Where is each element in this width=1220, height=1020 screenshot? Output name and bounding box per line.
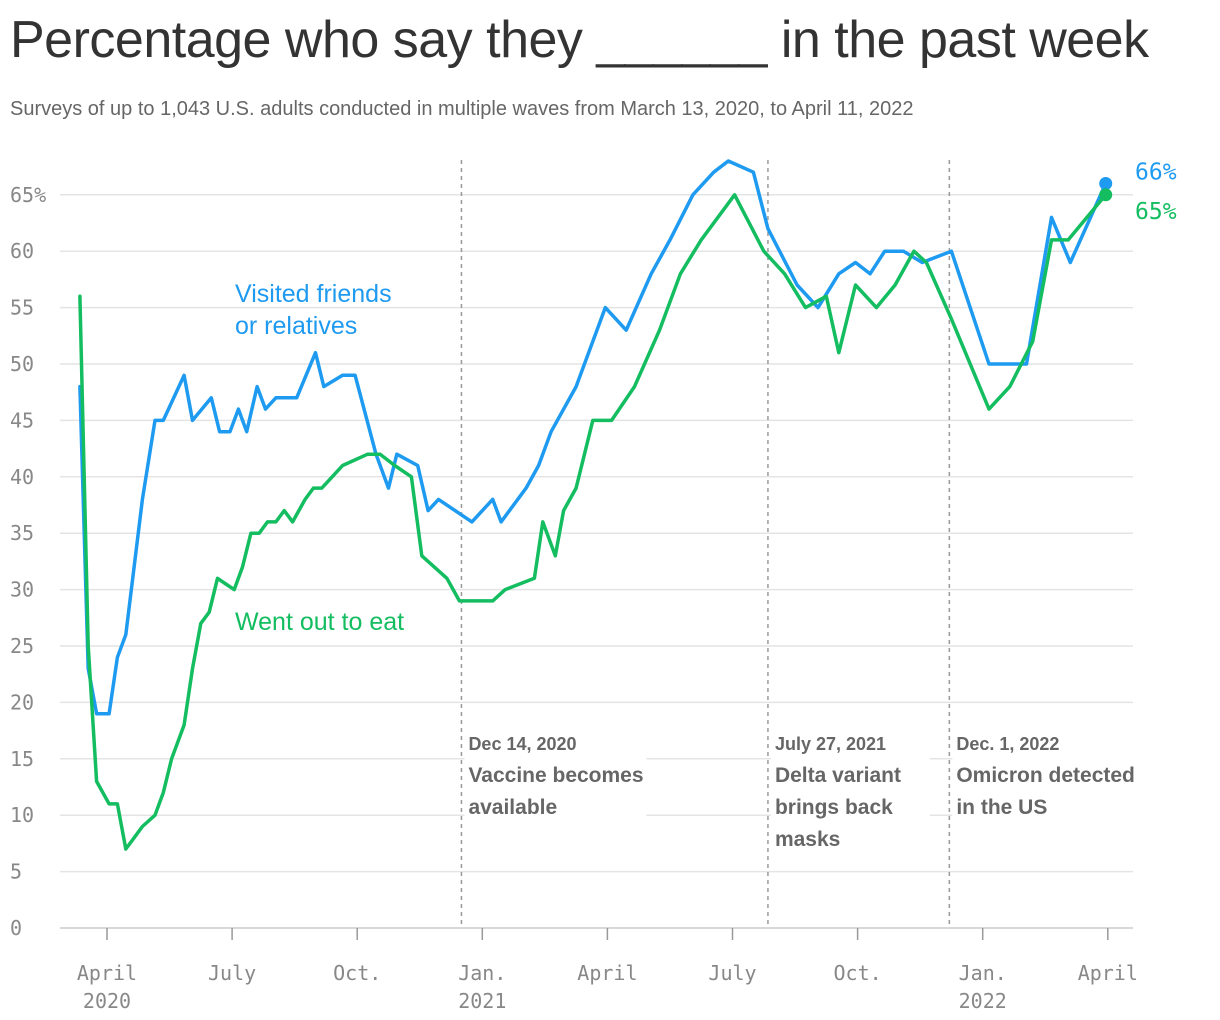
x-tick-label: Jan. <box>458 961 506 985</box>
y-tick-label: 35 <box>10 521 34 545</box>
x-tick-label: Oct. <box>333 961 381 985</box>
y-tick-label: 10 <box>10 803 34 827</box>
series-label: Visited friends <box>235 280 392 308</box>
series-labels: 66% 65% Visited friends or relatives Went ou… <box>235 160 1177 636</box>
x-tick-year-label: 2021 <box>458 989 506 1013</box>
y-tick-label: 55 <box>10 296 34 320</box>
annotation-text: masks <box>775 828 840 851</box>
annotation-text: in the US <box>956 796 1047 819</box>
annotation-lines <box>460 160 951 928</box>
y-tick-label: 45 <box>10 408 34 432</box>
annotation-text: brings back <box>775 796 893 819</box>
x-tick-year-label: 2020 <box>83 989 131 1013</box>
annotation-text: available <box>468 796 557 819</box>
annotation-date: July 27, 2021 <box>775 734 886 754</box>
annotation-backdrop <box>952 728 1146 822</box>
x-tick-label: April <box>577 961 637 985</box>
y-axis: 0 5 10 15 20 25 30 35 40 45 50 55 60 65% <box>10 183 46 940</box>
series-end-label: 66% <box>1135 160 1177 186</box>
y-tick-label: 50 <box>10 352 34 376</box>
annotation-text: Delta variant <box>775 764 901 787</box>
x-tick-label: Oct. <box>834 961 882 985</box>
series-label: Went out to eat <box>235 608 404 636</box>
y-tick-label: 60 <box>10 239 34 263</box>
y-tick-label: 15 <box>10 747 34 771</box>
x-tick-label: July <box>708 961 756 985</box>
y-tick-label: 40 <box>10 465 34 489</box>
series-end-label: 65% <box>1135 199 1177 225</box>
y-tick-label: 0 <box>10 916 22 940</box>
series-lines <box>78 159 1113 851</box>
x-tick-label: July <box>208 961 256 985</box>
annotation-date: Dec 14, 2020 <box>468 734 576 754</box>
series-line <box>78 193 1108 851</box>
x-tick-label: Jan. <box>959 961 1007 985</box>
chart-title: Percentage who say they ______ in the pa… <box>10 11 1149 69</box>
series-line <box>78 159 1108 716</box>
x-tick-label: April <box>1078 961 1138 985</box>
annotation-text: Vaccine becomes <box>468 764 643 787</box>
y-tick-label: 25 <box>10 634 34 658</box>
annotation-backdrop <box>464 728 647 822</box>
annotations: Dec 14, 2020 Vaccine becomes available July… <box>464 728 1146 854</box>
x-tick-year-label: 2022 <box>959 989 1007 1013</box>
chart-subtitle: Surveys of up to 1,043 U.S. adults condu… <box>10 98 914 120</box>
series-end-dot <box>1099 177 1113 191</box>
annotation-date: Dec. 1, 2022 <box>956 734 1059 754</box>
annotation-text: Omicron detected <box>956 764 1135 787</box>
annotation-backdrop <box>770 728 930 854</box>
y-tick-label: 65% <box>10 183 46 207</box>
series-label: or relatives <box>235 312 357 340</box>
y-tick-label: 20 <box>10 690 34 714</box>
y-tick-label: 5 <box>10 860 22 884</box>
y-tick-label: 30 <box>10 578 34 602</box>
x-tick-label: April <box>77 961 137 985</box>
series-end-dot <box>1099 188 1113 202</box>
x-axis: April 2020 July Oct. Jan. 2021 April July Oct. Ja… <box>77 928 1138 1013</box>
gridlines <box>60 194 1133 929</box>
